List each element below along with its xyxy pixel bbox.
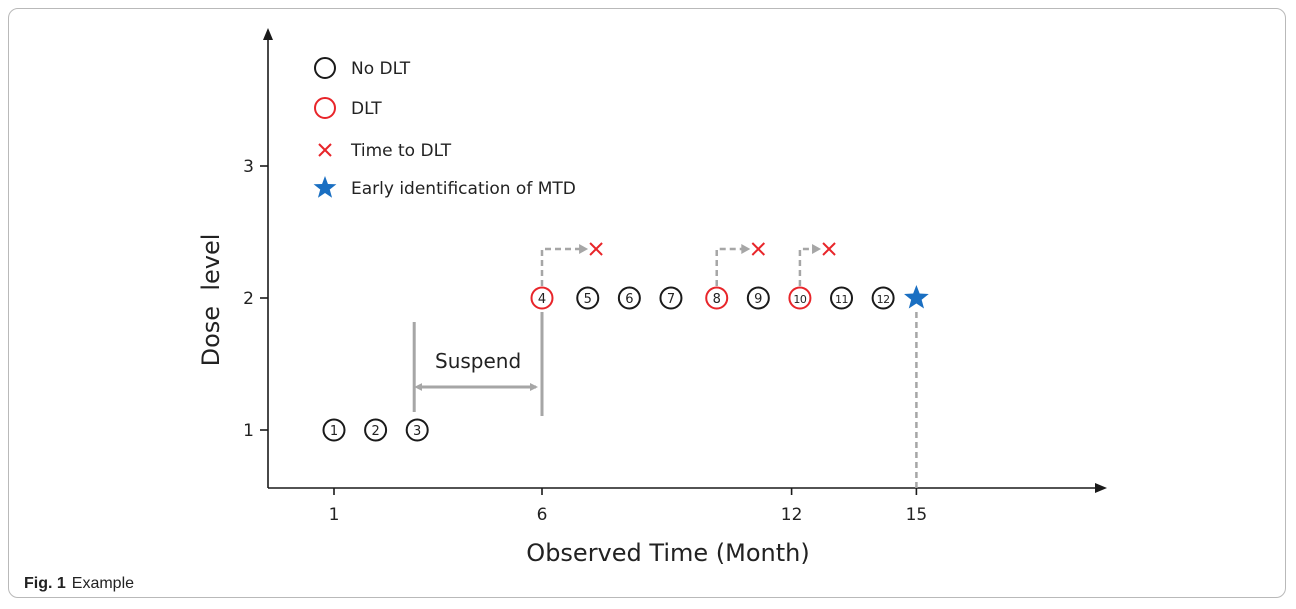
patient-label-9: 9 [754, 292, 762, 307]
figure-caption: Fig. 1 Example [24, 575, 134, 593]
y-axis-arrowhead [263, 28, 273, 40]
legend-label-no-dlt: No DLT [351, 59, 411, 79]
patient-point-6 [617, 286, 641, 310]
patient-label-1: 1 [330, 424, 338, 439]
x-axis-arrowhead [1095, 483, 1107, 493]
x-tick-label-15: 15 [906, 505, 928, 525]
dlt-path-8 [715, 247, 743, 286]
x-axis-title: Observed Time (Month) [526, 539, 809, 567]
patient-point-4 [530, 286, 554, 310]
legend-label-time-to-dlt: Time to DLT [350, 141, 452, 161]
patient-point-2 [364, 418, 388, 442]
y-tick-label-1: 1 [243, 421, 254, 441]
patient-point-7 [659, 286, 683, 310]
figure-caption-label: Fig. 1 [24, 575, 66, 592]
patient-label-12: 12 [877, 293, 890, 306]
y-axis-title: Dose level [197, 234, 225, 367]
dlt-arrowhead-10 [812, 244, 822, 254]
dlt-arrowhead-4 [579, 244, 589, 254]
figure-frame [8, 8, 1286, 598]
y-tick-label-3: 3 [243, 157, 254, 177]
patient-label-3: 3 [413, 424, 421, 439]
dlt-path-4 [540, 247, 581, 286]
patient-point-3 [405, 418, 429, 442]
legend-cross-red-symbol [318, 143, 332, 157]
patient-label-5: 5 [584, 292, 592, 307]
mtd-star [904, 285, 929, 309]
legend: No DLT DLT Time to DLT Early identificat… [313, 57, 576, 199]
patient-point-8 [705, 286, 729, 310]
patient-point-10 [788, 286, 812, 310]
legend-label-early-mtd: Early identification of MTD [351, 179, 576, 199]
x-tick-label-12: 12 [781, 505, 803, 525]
patient-label-2: 2 [371, 424, 379, 439]
patient-label-8: 8 [713, 292, 721, 307]
suspend-label: Suspend [435, 349, 521, 373]
x-tick-label-1: 1 [329, 505, 340, 525]
patient-label-7: 7 [667, 292, 675, 307]
dlt-cross-10 [822, 242, 836, 256]
patient-label-11: 11 [835, 293, 848, 306]
legend-star-blue-symbol [313, 176, 337, 198]
patient-point-9 [746, 286, 770, 310]
patient-label-10: 10 [793, 293, 806, 306]
dlt-arrowhead-8 [741, 244, 751, 254]
dlt-cross-4 [589, 242, 603, 256]
patient-point-12 [871, 286, 895, 310]
y-tick-label-2: 2 [243, 289, 254, 309]
legend-label-dlt: DLT [351, 99, 382, 119]
figure-caption-text: Example [71, 575, 135, 592]
patient-label-4: 4 [538, 292, 546, 307]
legend-circle-black-symbol [314, 57, 336, 79]
x-tick-label-6: 6 [537, 505, 548, 525]
legend-circle-red-symbol [314, 97, 336, 119]
patient-point-5 [576, 286, 600, 310]
dlt-path-10 [798, 247, 814, 286]
patient-point-11 [830, 286, 854, 310]
patient-label-6: 6 [625, 292, 633, 307]
dlt-cross-8 [751, 242, 766, 256]
patient-point-1 [322, 418, 346, 442]
